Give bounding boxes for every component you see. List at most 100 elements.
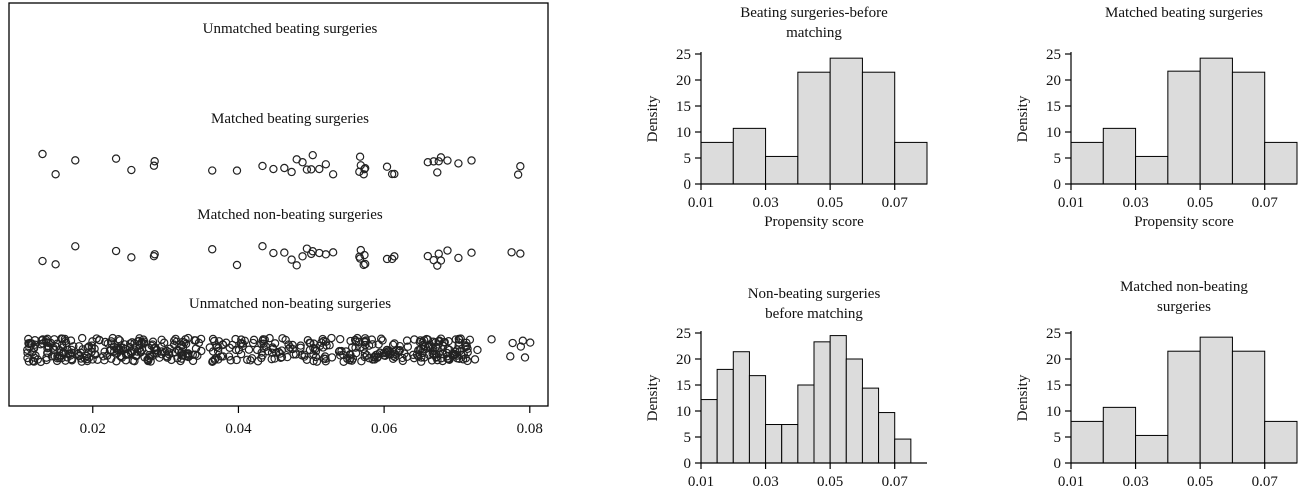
- data-point: [121, 356, 131, 365]
- data-point: [80, 353, 89, 363]
- data-point: [191, 336, 200, 345]
- data-point: [269, 248, 278, 258]
- data-point: [265, 333, 274, 343]
- data-point: [298, 252, 307, 261]
- data-point: [114, 346, 123, 355]
- data-point: [99, 352, 108, 361]
- data-point: [382, 162, 392, 171]
- data-point: [336, 351, 345, 360]
- data-point: [375, 348, 385, 357]
- data-point: [418, 338, 427, 347]
- data-point: [436, 256, 446, 265]
- data-point: [526, 338, 535, 347]
- x-axis-label: Propensity score: [764, 214, 864, 230]
- histogram-bar: [765, 424, 783, 464]
- data-point: [231, 334, 240, 344]
- data-point: [516, 342, 526, 351]
- data-point: [387, 254, 397, 264]
- y-tick-label: 15: [1046, 378, 1061, 394]
- data-point: [157, 335, 166, 345]
- data-point: [162, 352, 172, 361]
- histogram-bar: [1070, 141, 1104, 185]
- data-point: [155, 353, 164, 362]
- data-point: [360, 352, 369, 362]
- data-point: [88, 337, 97, 346]
- data-point: [140, 337, 149, 346]
- histogram-3: 0 5 10 15 20 25 0.01 0.03 0.05 0.07 Non-beating su…: [645, 286, 927, 489]
- y-tick-label: 10: [676, 404, 691, 420]
- y-tick-label: 15: [1046, 99, 1061, 115]
- x-tick-label: 0.01: [1058, 474, 1084, 489]
- data-point: [360, 250, 369, 260]
- data-point: [236, 349, 246, 359]
- histogram-bar: [765, 155, 799, 185]
- data-point: [244, 345, 254, 354]
- histogram-bar: [1167, 70, 1201, 185]
- data-point: [436, 153, 446, 162]
- data-point: [516, 162, 525, 171]
- data-point: [355, 152, 365, 161]
- histogram-bar: [700, 141, 734, 185]
- histogram-bar: [894, 141, 928, 185]
- data-point: [516, 249, 525, 258]
- data-point: [356, 343, 365, 352]
- data-point: [307, 165, 316, 174]
- data-point: [38, 149, 47, 159]
- data-point: [38, 256, 47, 266]
- histogram-panels: 0 5 10 15 20 25 0.01 0.03 0.05 0.07 Beating surger…: [645, 5, 1298, 489]
- data-point: [258, 242, 267, 251]
- data-point: [210, 355, 219, 365]
- data-point: [315, 164, 324, 174]
- data-point: [321, 337, 331, 346]
- histogram-bar: [1102, 127, 1137, 185]
- data-point: [114, 334, 123, 344]
- histogram-bar: [1135, 155, 1169, 185]
- data-point: [77, 333, 87, 343]
- data-point: [287, 255, 296, 264]
- data-point: [429, 157, 438, 166]
- histogram-bar: [1199, 57, 1233, 185]
- data-point: [423, 251, 433, 261]
- data-point: [78, 345, 87, 354]
- x-tick-label: 0.03: [1122, 474, 1148, 489]
- data-point: [463, 348, 472, 357]
- data-point: [209, 336, 219, 346]
- histogram-title: surgeries: [1157, 299, 1211, 315]
- data-point: [125, 342, 134, 352]
- data-point: [243, 355, 252, 364]
- data-point: [184, 352, 193, 362]
- data-point: [417, 353, 426, 362]
- data-point: [71, 156, 80, 165]
- data-point: [277, 352, 287, 362]
- data-point: [111, 154, 121, 163]
- group-label: Unmatched beating surgeries: [203, 21, 378, 37]
- y-tick-label: 20: [1046, 73, 1061, 89]
- data-point: [461, 354, 470, 363]
- histogram-bar: [732, 127, 767, 185]
- data-point: [388, 354, 398, 363]
- histogram-bar: [1264, 141, 1298, 185]
- data-point: [412, 350, 422, 359]
- histogram-bar: [716, 368, 734, 464]
- x-tick-label: 0.02: [80, 421, 106, 437]
- y-tick-label: 5: [1054, 151, 1062, 167]
- data-point: [360, 259, 370, 269]
- data-point: [106, 337, 116, 346]
- data-point: [42, 338, 51, 347]
- data-point: [292, 261, 301, 270]
- data-point: [214, 355, 223, 364]
- data-point: [427, 356, 437, 365]
- data-point: [506, 352, 515, 361]
- data-point: [232, 166, 242, 175]
- y-tick-label: 20: [676, 73, 691, 89]
- data-point: [346, 336, 355, 346]
- data-point: [152, 349, 162, 358]
- data-point: [513, 170, 523, 179]
- data-point: [127, 338, 137, 347]
- data-point: [315, 248, 324, 258]
- y-tick-label: 5: [684, 430, 692, 446]
- histogram-2: 0 5 10 15 20 25 0.01 0.03 0.05 0.07 Matched beatin…: [1015, 5, 1298, 230]
- data-point: [364, 354, 374, 363]
- data-point: [403, 342, 413, 351]
- data-point: [353, 333, 362, 343]
